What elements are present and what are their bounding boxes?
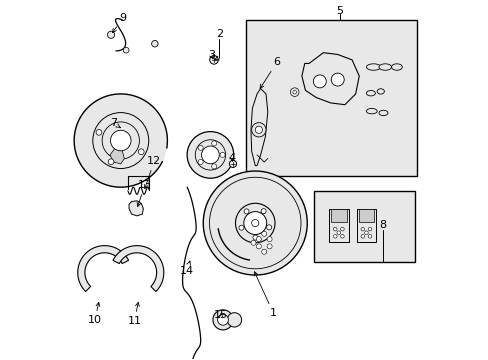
Ellipse shape — [378, 110, 387, 116]
Circle shape — [198, 159, 203, 165]
Bar — [314, 191, 414, 262]
Text: 11: 11 — [127, 302, 141, 325]
Circle shape — [330, 73, 344, 86]
Circle shape — [151, 41, 158, 47]
Polygon shape — [301, 53, 359, 105]
Circle shape — [251, 220, 258, 226]
Ellipse shape — [378, 64, 391, 70]
Polygon shape — [129, 201, 143, 216]
Text: 2: 2 — [215, 29, 223, 39]
Circle shape — [367, 234, 371, 238]
Ellipse shape — [366, 64, 380, 70]
Ellipse shape — [391, 64, 402, 70]
Circle shape — [261, 231, 266, 236]
Polygon shape — [250, 89, 267, 166]
Polygon shape — [113, 246, 163, 292]
Circle shape — [333, 234, 336, 238]
Polygon shape — [330, 210, 346, 222]
Circle shape — [250, 240, 255, 245]
Circle shape — [244, 209, 248, 214]
Circle shape — [261, 209, 265, 213]
Text: 4: 4 — [228, 153, 235, 163]
Circle shape — [261, 249, 266, 254]
Circle shape — [251, 123, 265, 137]
Bar — [246, 21, 416, 176]
Circle shape — [102, 122, 139, 159]
Circle shape — [244, 212, 266, 234]
Circle shape — [364, 231, 367, 234]
Circle shape — [360, 227, 364, 231]
Circle shape — [108, 159, 114, 165]
Text: 8: 8 — [378, 220, 386, 230]
Circle shape — [367, 227, 371, 231]
Circle shape — [266, 237, 271, 242]
Circle shape — [256, 237, 261, 242]
Text: 6: 6 — [260, 57, 280, 89]
Circle shape — [255, 126, 262, 134]
Circle shape — [256, 244, 261, 249]
Circle shape — [198, 145, 203, 150]
Text: 5: 5 — [335, 6, 342, 16]
Polygon shape — [78, 246, 128, 292]
Circle shape — [212, 310, 233, 330]
Ellipse shape — [366, 108, 376, 114]
Circle shape — [195, 140, 225, 170]
Circle shape — [220, 152, 224, 157]
Circle shape — [333, 227, 336, 231]
Ellipse shape — [366, 90, 375, 96]
Circle shape — [203, 171, 306, 275]
Circle shape — [266, 225, 271, 230]
Text: 3: 3 — [207, 50, 215, 60]
Circle shape — [211, 141, 216, 146]
Circle shape — [239, 225, 244, 230]
Circle shape — [340, 234, 344, 238]
Circle shape — [107, 31, 115, 39]
Text: 12: 12 — [144, 156, 161, 189]
Circle shape — [229, 160, 236, 167]
Text: 7: 7 — [110, 118, 120, 128]
Circle shape — [110, 130, 131, 151]
Circle shape — [211, 164, 216, 169]
Circle shape — [313, 75, 325, 88]
Text: 15: 15 — [214, 310, 228, 320]
Circle shape — [123, 47, 129, 53]
Polygon shape — [356, 210, 376, 242]
Text: 13: 13 — [137, 180, 151, 207]
Circle shape — [235, 203, 274, 243]
Text: 10: 10 — [88, 302, 102, 325]
Circle shape — [138, 149, 144, 154]
Circle shape — [252, 235, 258, 240]
Circle shape — [201, 146, 219, 164]
Polygon shape — [110, 148, 124, 164]
Circle shape — [290, 88, 298, 96]
Circle shape — [292, 90, 296, 94]
Circle shape — [209, 55, 218, 64]
Polygon shape — [74, 94, 167, 187]
Polygon shape — [328, 210, 348, 242]
Circle shape — [227, 313, 241, 327]
Circle shape — [340, 227, 344, 231]
Circle shape — [96, 130, 102, 135]
Circle shape — [209, 177, 301, 269]
Ellipse shape — [376, 89, 384, 94]
Circle shape — [336, 231, 340, 234]
Circle shape — [266, 244, 271, 249]
Circle shape — [187, 132, 233, 178]
Text: 14: 14 — [179, 261, 193, 276]
Circle shape — [360, 234, 364, 238]
Circle shape — [93, 113, 148, 168]
Text: 9: 9 — [112, 13, 126, 32]
Text: 1: 1 — [254, 272, 276, 318]
Circle shape — [217, 315, 228, 325]
Polygon shape — [358, 210, 373, 222]
